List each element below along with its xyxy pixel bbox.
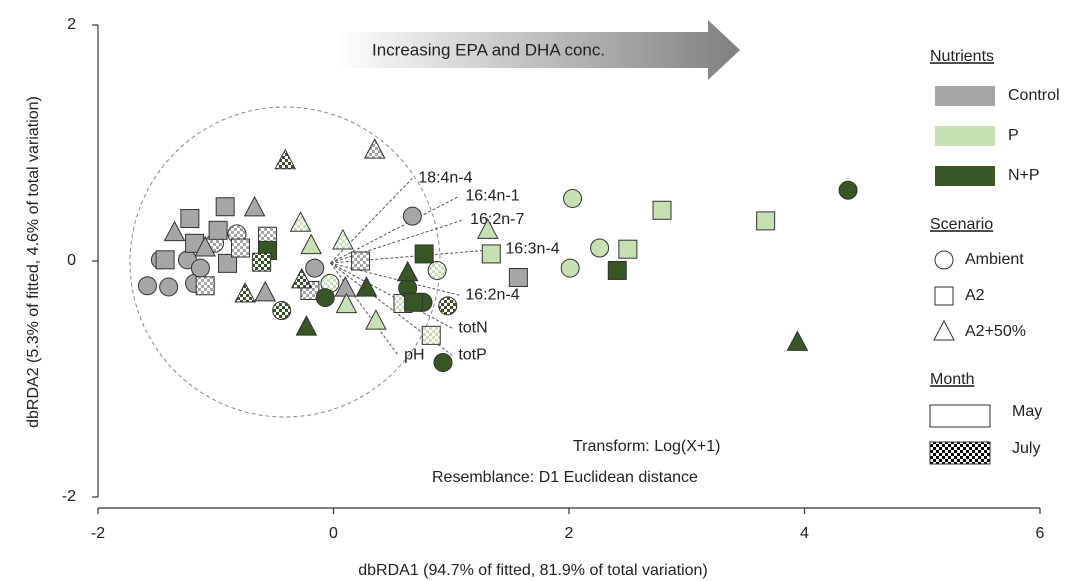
marker-square	[618, 239, 638, 259]
marker-circle	[433, 352, 453, 372]
marker-triangle	[355, 276, 378, 297]
marker-triangle	[365, 309, 387, 330]
marker-circle	[315, 288, 335, 308]
marker-circle	[190, 258, 210, 278]
marker-triangle	[295, 315, 318, 336]
legend-label: A2+50%	[965, 323, 1026, 340]
marker-triangle	[254, 280, 277, 302]
marker-circle	[563, 188, 583, 208]
marker-circle	[272, 301, 292, 321]
legend-label: Control	[1008, 87, 1060, 104]
marker-square	[208, 220, 228, 240]
marker-square	[934, 286, 954, 306]
marker-circle	[305, 258, 325, 278]
y-tick-label: 0	[67, 252, 76, 269]
vector-label: 16:2n-4	[465, 286, 519, 303]
marker-triangle	[476, 218, 499, 239]
marker-triangle	[335, 292, 358, 314]
marker-circle	[402, 206, 422, 226]
marker-triangle	[234, 281, 257, 303]
marker-square	[508, 268, 528, 288]
marker-circle	[590, 238, 610, 258]
marker-square	[218, 253, 238, 273]
marker-triangle	[243, 195, 266, 217]
vector-line	[330, 262, 399, 356]
y-tick-label: -2	[62, 488, 76, 505]
legend-label: May	[1012, 403, 1042, 420]
marker-square	[230, 238, 250, 258]
marker-triangle	[363, 138, 386, 159]
x-tick-label: 2	[565, 525, 574, 542]
legend-label: N+P	[1008, 167, 1040, 184]
legend-label: July	[1012, 440, 1040, 457]
vector-line	[330, 219, 465, 264]
vector-label: 18:4n-4	[418, 170, 472, 187]
marker-circle	[838, 180, 858, 200]
marker-triangle	[786, 330, 809, 351]
marker-triangle	[289, 211, 312, 232]
legend-swatch	[935, 86, 995, 106]
marker-square	[155, 250, 175, 270]
y-axis-label: dbRDA2 (5.3% of fitted, 4.6% of total va…	[25, 96, 42, 428]
legend-title: Month	[930, 371, 974, 388]
marker-circle	[438, 296, 458, 316]
marker-triangle	[396, 260, 419, 282]
arrow-label: Increasing EPA and DHA conc.	[372, 40, 605, 59]
vector-line	[330, 195, 460, 264]
marker-circle	[137, 276, 157, 296]
vector-label: 16:3n-4	[505, 240, 559, 257]
legend-title: Nutrients	[930, 48, 994, 65]
x-tick-label: 0	[329, 525, 338, 542]
x-tick-label: -2	[91, 525, 105, 542]
marker-square	[607, 260, 627, 280]
marker-triangle	[332, 228, 354, 250]
marker-triangle	[290, 267, 313, 289]
x-tick-label: 4	[800, 525, 809, 542]
vector-label: 16:2n-7	[470, 211, 524, 228]
marker-triangle	[300, 233, 322, 255]
vector-line	[330, 262, 453, 329]
legend-label: A2	[965, 287, 985, 304]
transform-note: Transform: Log(X+1)	[573, 438, 720, 455]
marker-triangle	[194, 235, 216, 257]
marker-circle	[427, 260, 447, 280]
x-tick-label: 6	[1036, 525, 1045, 542]
marker-triangle	[274, 148, 297, 170]
marker-circle	[934, 250, 954, 270]
x-axis-label: dbRDA1 (94.7% of fitted, 81.9% of total …	[358, 562, 708, 579]
marker-triangle	[163, 220, 186, 242]
legend-swatch	[929, 441, 991, 465]
vector-line	[330, 248, 500, 264]
vector-label: totN	[458, 319, 487, 336]
marker-square	[195, 276, 215, 296]
marker-square	[215, 197, 235, 217]
marker-square	[421, 325, 441, 345]
marker-square	[652, 200, 672, 220]
marker-square	[481, 244, 501, 264]
legend-label: Ambient	[965, 251, 1024, 268]
legend-label: P	[1008, 127, 1019, 144]
trend-arrow	[335, 20, 740, 80]
marker-circle	[159, 277, 179, 297]
marker-circle	[560, 258, 580, 278]
vector-label: totP	[458, 347, 486, 364]
vector-label: pH	[404, 347, 424, 364]
legend-title: Scenario	[930, 216, 993, 233]
y-tick-label: 2	[67, 16, 76, 33]
vector-label: 16:4n-1	[465, 187, 519, 204]
marker-square	[252, 252, 272, 272]
legend-swatch	[935, 166, 995, 186]
legend-swatch	[929, 404, 991, 428]
resemblance-note: Resemblance: D1 Euclidean distance	[432, 469, 698, 486]
marker-square	[404, 292, 424, 312]
vector-line	[330, 178, 413, 264]
marker-square	[180, 209, 200, 229]
marker-square	[414, 244, 434, 264]
legend-swatch	[935, 126, 995, 146]
marker-square	[351, 251, 371, 271]
marker-triangle	[933, 319, 955, 341]
marker-square	[756, 211, 776, 231]
